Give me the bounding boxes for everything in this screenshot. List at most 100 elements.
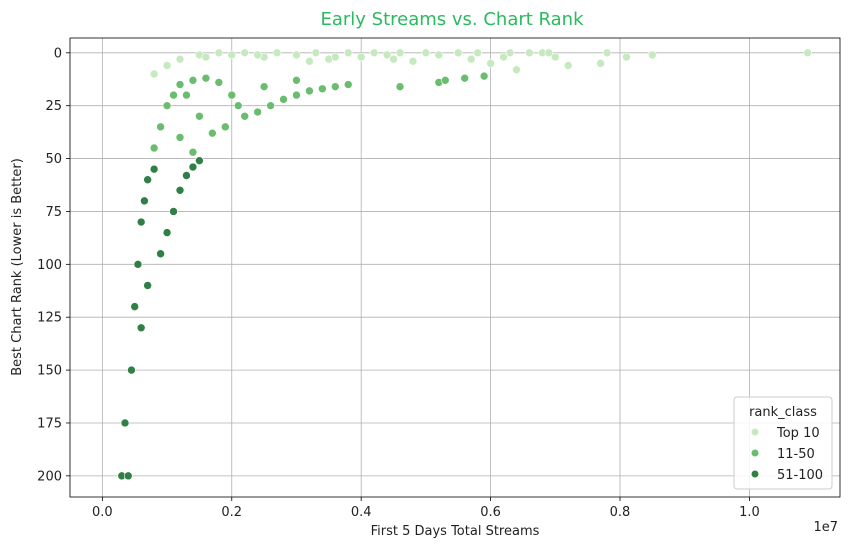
scatter-point — [227, 90, 237, 100]
chart-title: Early Streams vs. Chart Rank — [320, 9, 584, 30]
scatter-point — [201, 52, 211, 62]
legend: rank_class Top 10 11-50 51-100 — [733, 396, 833, 490]
scatter-point — [162, 61, 172, 70]
legend-label-top-10: Top 10 — [776, 426, 820, 441]
scatter-point — [460, 73, 470, 83]
scatter-point — [188, 76, 198, 85]
scatter-point — [369, 48, 379, 58]
scatter-point — [440, 76, 450, 85]
legend-label-11-50: 11-50 — [777, 447, 815, 462]
scatter-point — [136, 323, 146, 333]
x-tick-label: 0.0 — [92, 505, 113, 520]
legend-box — [733, 396, 833, 490]
scatter-point — [253, 107, 262, 117]
scatter-point — [343, 48, 353, 58]
scatter-point — [195, 111, 204, 121]
scatter-point — [389, 54, 398, 64]
scatter-point — [149, 69, 159, 79]
scatter-point — [220, 122, 230, 132]
scatter-point — [175, 133, 185, 142]
scatter-point — [525, 48, 534, 58]
legend-label-51-100: 51-100 — [777, 468, 823, 483]
scatter-point — [486, 59, 495, 68]
scatter-point — [162, 101, 172, 110]
scatter-point — [175, 54, 185, 64]
scatter-point — [395, 82, 405, 91]
data-points — [117, 48, 812, 481]
legend-marker-11-50 — [750, 448, 760, 458]
x-tick-label: 1.0 — [739, 505, 760, 520]
scatter-point — [266, 101, 275, 110]
scatter-point — [240, 111, 250, 121]
scatter-point — [136, 217, 146, 227]
scatter-point — [188, 162, 198, 172]
scatter-point — [149, 164, 159, 174]
plot-frame — [69, 37, 841, 498]
scatter-point — [182, 90, 191, 100]
scatter-point — [162, 228, 172, 237]
scatter-point — [330, 52, 340, 62]
scatter-point — [169, 207, 178, 216]
scatter-point — [505, 48, 515, 58]
scatter-point — [395, 48, 405, 58]
scatter-point — [466, 54, 476, 64]
scatter-point — [175, 80, 185, 89]
legend-marker-top-10 — [750, 427, 760, 437]
scatter-point — [434, 50, 444, 60]
scatter-point — [499, 52, 508, 62]
scatter-point — [188, 147, 198, 157]
scatter-point — [169, 90, 178, 100]
scatter-point — [175, 185, 185, 195]
scatter-point — [156, 122, 165, 132]
y-tick-label: 200 — [37, 469, 62, 484]
scatter-point — [130, 302, 140, 311]
scatter-point — [259, 82, 269, 91]
scatter-point — [343, 80, 353, 89]
scatter-point — [292, 50, 301, 60]
scatter-point — [214, 78, 224, 87]
scatter-point — [240, 48, 250, 58]
legend-marker-51-100 — [750, 469, 760, 479]
axis-ticks: 0.0 0.2 0.4 0.6 0.8 1.0 0 25 50 75 100 125 150 175 200 — [37, 46, 760, 520]
grid — [70, 38, 840, 497]
x-axis-label: First 5 Days Total Streams — [371, 524, 540, 539]
scatter-point — [602, 48, 612, 58]
y-tick-label: 100 — [37, 258, 62, 273]
scatter-point — [208, 128, 217, 138]
y-axis-label: Best Chart Rank (Lower is Better) — [10, 158, 25, 376]
scatter-point — [408, 56, 418, 66]
scatter-point — [622, 52, 631, 62]
legend-title: rank_class — [749, 405, 817, 420]
scatter-point — [453, 48, 463, 58]
scatter-point — [227, 50, 237, 60]
scatter-point — [356, 52, 366, 62]
scatter-point — [305, 56, 314, 66]
scatter-point — [195, 156, 204, 165]
scatter-point — [233, 101, 243, 110]
scatter-point — [123, 471, 133, 481]
scatter-point — [279, 95, 288, 104]
scatter-point — [563, 61, 573, 70]
scatter-point — [253, 50, 262, 60]
scatter-point — [330, 82, 340, 91]
y-tick-label: 125 — [37, 311, 62, 326]
scatter-point — [292, 76, 301, 85]
y-tick-label: 150 — [37, 364, 62, 379]
scatter-point — [127, 365, 136, 375]
scatter-point — [182, 171, 191, 180]
y-tick-label: 75 — [45, 205, 62, 220]
scatter-point — [133, 260, 143, 269]
scatter-point — [550, 52, 560, 62]
scatter-point — [140, 196, 149, 206]
scatter-point — [596, 59, 605, 68]
scatter-point — [382, 50, 392, 60]
scatter-point — [311, 48, 321, 58]
scatter-point — [292, 90, 301, 100]
scatter-point — [143, 281, 152, 290]
scatter-point — [201, 73, 211, 83]
x-tick-label: 0.2 — [221, 505, 242, 520]
y-tick-label: 25 — [45, 99, 62, 114]
scatter-point — [648, 50, 657, 60]
y-tick-label: 0 — [54, 46, 62, 61]
